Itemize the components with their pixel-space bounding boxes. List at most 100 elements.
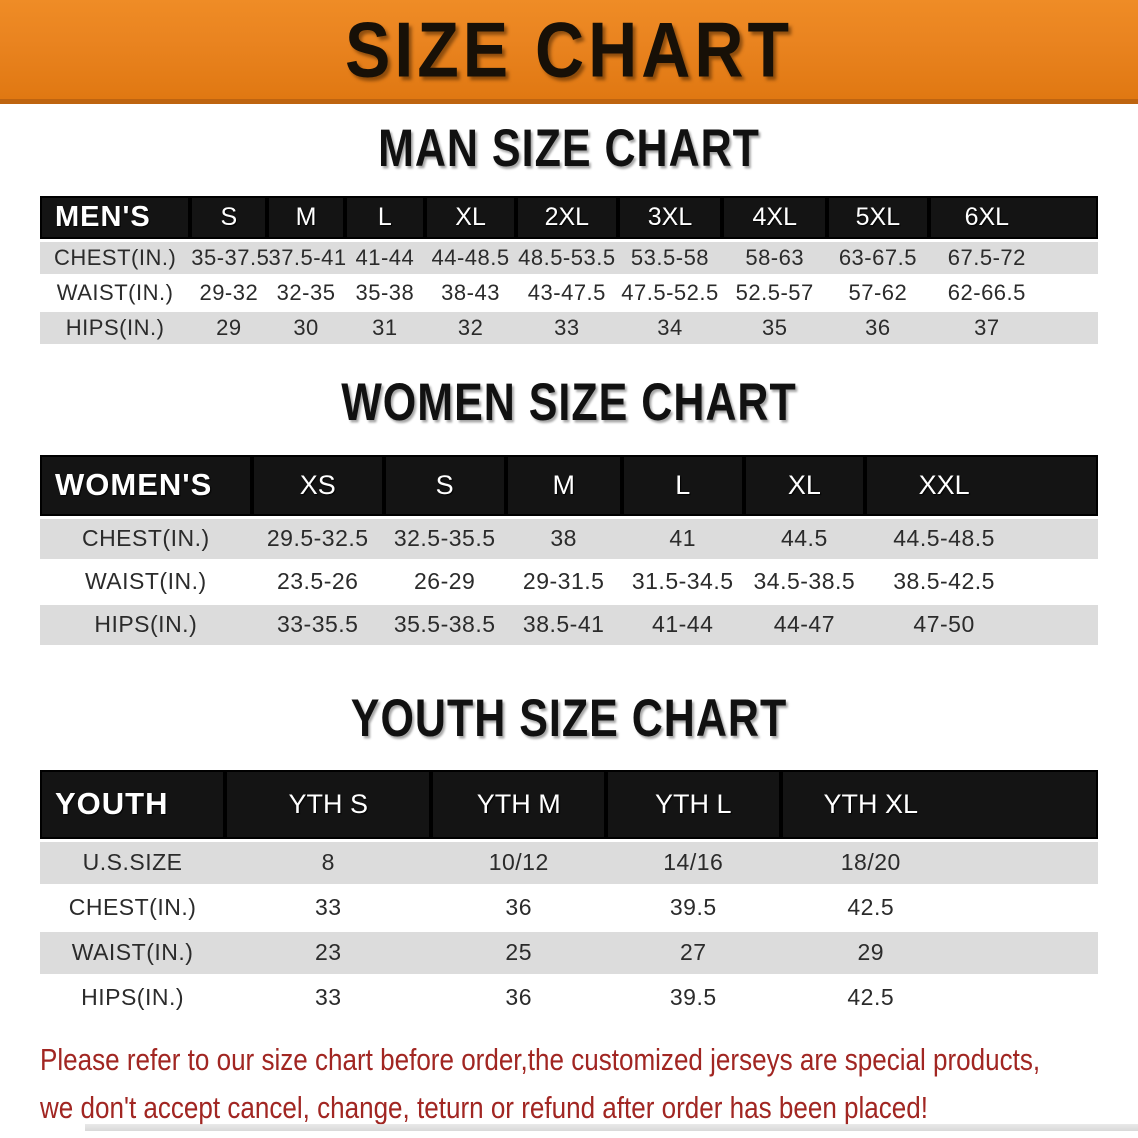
table-title-cell: YOUTH [40, 770, 226, 842]
size-value-cell: 34.5-38.5 [743, 560, 866, 605]
size-value-cell: 33-35.5 [251, 603, 384, 648]
size-value-cell: 41 [621, 517, 744, 562]
column-header: L [621, 455, 744, 519]
size-value-cell: 25 [431, 930, 606, 977]
size-value-cell: 26-29 [383, 560, 506, 605]
size-value-cell: 62-66.5 [928, 275, 1098, 312]
youth-section-heading: YOUTH SIZE CHART [0, 690, 1138, 749]
women-section-heading: WOMEN SIZE CHART [0, 374, 1138, 433]
size-value-cell: 42.5 [780, 975, 1098, 1022]
column-header: YTH L [606, 770, 781, 842]
size-value-cell: 39.5 [606, 885, 781, 932]
row-label: CHEST(IN.) [40, 885, 226, 932]
size-value-cell: 37 [928, 310, 1098, 347]
column-header: S [383, 455, 506, 519]
size-value-cell: 48.5-53.5 [516, 240, 618, 277]
size-value-cell: 42.5 [780, 885, 1098, 932]
size-value-cell: 10/12 [431, 840, 606, 887]
size-value-cell: 18/20 [780, 840, 1098, 887]
size-value-cell: 44.5 [743, 517, 866, 562]
size-value-cell: 29 [190, 310, 268, 347]
table-row: HIPS(IN.) 29 30 31 32 33 34 35 36 37 [40, 310, 1098, 347]
size-value-cell: 35.5-38.5 [383, 603, 506, 648]
men-size-table: MEN'S S M L XL 2XL 3XL 4XL 5XL 6XL CHEST(IN.) 35-37… [40, 196, 1098, 347]
size-value-cell: 44.5-48.5 [865, 517, 1098, 562]
women-section-heading-text: WOMEN SIZE CHART [341, 373, 797, 433]
size-value-cell: 34 [617, 310, 723, 347]
row-label: HIPS(IN.) [40, 975, 226, 1022]
column-header: L [344, 196, 426, 242]
size-value-cell: 14/16 [606, 840, 781, 887]
youth-section-heading-text: YOUTH SIZE CHART [350, 689, 788, 749]
size-value-cell: 29-32 [190, 275, 268, 312]
size-value-cell: 58-63 [722, 240, 828, 277]
column-header: YTH M [431, 770, 606, 842]
size-value-cell: 33 [225, 885, 432, 932]
column-header: 4XL [722, 196, 828, 242]
size-value-cell: 27 [606, 930, 781, 977]
table-row: WAIST(IN.) 23.5-26 26-29 29-31.5 31.5-34.5 34… [40, 560, 1098, 605]
row-label: HIPS(IN.) [40, 603, 252, 648]
size-value-cell: 23.5-26 [251, 560, 384, 605]
column-header: XS [251, 455, 384, 519]
youth-size-table: YOUTH YTH S YTH M YTH L YTH XL U.S.SIZE 8 10/12… [40, 770, 1098, 1022]
table-row: HIPS(IN.) 33 36 39.5 42.5 [40, 975, 1098, 1022]
size-value-cell: 35 [722, 310, 828, 347]
row-label: HIPS(IN.) [40, 310, 191, 347]
women-size-table: WOMEN'S XS S M L XL XXL CHEST(IN.) 29.5-32.5 32.5… [40, 455, 1098, 648]
disclaimer-line-1: Please refer to our size chart before or… [40, 1042, 1041, 1077]
table-row: CHEST(IN.) 35-37.5 37.5-41 41-44 44-48.5 48.5… [40, 240, 1098, 277]
size-value-cell: 43-47.5 [516, 275, 618, 312]
size-value-cell: 67.5-72 [928, 240, 1098, 277]
size-value-cell: 38.5-42.5 [865, 560, 1098, 605]
size-value-cell: 38.5-41 [505, 603, 622, 648]
size-chart-banner: SIZE CHART [0, 0, 1138, 104]
column-header: YTH S [225, 770, 432, 842]
column-header: YTH XL [780, 770, 1098, 842]
size-value-cell: 52.5-57 [722, 275, 828, 312]
row-label: CHEST(IN.) [40, 517, 252, 562]
column-header: S [190, 196, 268, 242]
table-header-row: MEN'S S M L XL 2XL 3XL 4XL 5XL 6XL [40, 196, 1098, 242]
table-header-row: WOMEN'S XS S M L XL XXL [40, 455, 1098, 519]
table-row: U.S.SIZE 8 10/12 14/16 18/20 [40, 840, 1098, 887]
men-section-heading-text: MAN SIZE CHART [378, 119, 760, 179]
men-section-heading: MAN SIZE CHART [0, 120, 1138, 179]
size-value-cell: 29 [780, 930, 1098, 977]
size-value-cell: 35-37.5 [190, 240, 269, 277]
size-value-cell: 8 [225, 840, 432, 887]
column-header: XXL [865, 455, 1098, 519]
disclaimer-line-2: we don't accept cancel, change, teturn o… [40, 1090, 929, 1125]
size-value-cell: 47.5-52.5 [617, 275, 723, 312]
size-value-cell: 29-31.5 [505, 560, 622, 605]
column-header: 3XL [617, 196, 723, 242]
size-value-cell: 44-48.5 [425, 240, 517, 277]
size-value-cell: 39.5 [606, 975, 781, 1022]
size-value-cell: 41-44 [621, 603, 744, 648]
size-value-cell: 38 [505, 517, 622, 562]
size-value-cell: 31.5-34.5 [621, 560, 744, 605]
size-value-cell: 47-50 [865, 603, 1098, 648]
size-value-cell: 44-47 [743, 603, 866, 648]
size-value-cell: 23 [225, 930, 432, 977]
size-value-cell: 36 [827, 310, 929, 347]
table-row: WAIST(IN.) 29-32 32-35 35-38 38-43 43-47.5 47.… [40, 275, 1098, 312]
table-title-cell: MEN'S [40, 196, 191, 242]
size-value-cell: 29.5-32.5 [251, 517, 384, 562]
row-label: WAIST(IN.) [40, 275, 191, 312]
size-value-cell: 38-43 [425, 275, 517, 312]
size-value-cell: 33 [516, 310, 618, 347]
row-label: WAIST(IN.) [40, 930, 226, 977]
size-value-cell: 37.5-41 [267, 240, 346, 277]
size-value-cell: 41-44 [344, 240, 426, 277]
column-header: XL [743, 455, 866, 519]
size-value-cell: 57-62 [827, 275, 929, 312]
size-value-cell: 32-35 [267, 275, 345, 312]
column-header: XL [425, 196, 517, 242]
table-row: WAIST(IN.) 23 25 27 29 [40, 930, 1098, 977]
banner-title: SIZE CHART [345, 5, 793, 94]
table-row: CHEST(IN.) 29.5-32.5 32.5-35.5 38 41 44.5 44.5… [40, 517, 1098, 562]
size-value-cell: 32 [425, 310, 517, 347]
size-value-cell: 30 [267, 310, 345, 347]
size-value-cell: 36 [431, 975, 606, 1022]
